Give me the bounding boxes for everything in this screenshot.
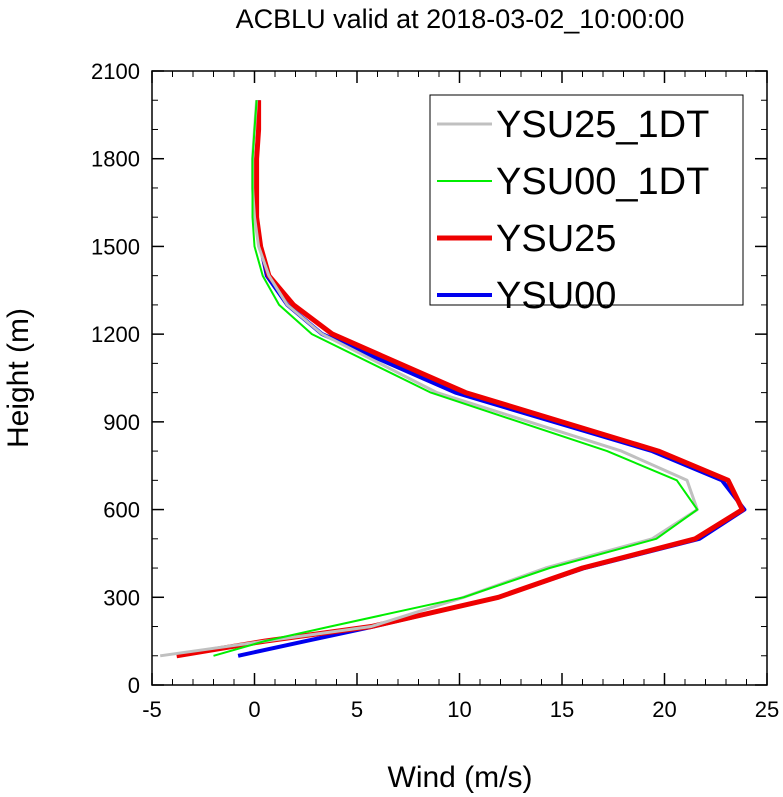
y-tick-label: 1800 (91, 147, 140, 172)
legend-box (429, 94, 744, 306)
series-lines (159, 100, 747, 659)
legend-entries: YSU25_1DT YSU00_1DT YSU25 YSU00 (437, 104, 709, 317)
y-tick-label: 0 (128, 673, 140, 698)
y-tick-label: 900 (103, 410, 140, 435)
y-tick-label: 300 (103, 585, 140, 610)
series-line-ysu00-1dt (213, 100, 699, 657)
legend: YSU25_1DT YSU00_1DT YSU25 YSU00 (429, 94, 744, 317)
legend-label: YSU00 (496, 275, 616, 317)
legend-label: YSU25 (496, 218, 616, 260)
x-tick-label: 20 (652, 697, 676, 722)
y-tick-label: 1200 (91, 322, 140, 347)
x-tick-label: 5 (351, 697, 363, 722)
y-tick-label: 600 (103, 498, 140, 523)
y-tick-label: 1500 (91, 234, 140, 259)
x-tick-label: 25 (755, 697, 779, 722)
chart-title: ACBLU valid at 2018-03-02_10:00:00 (236, 4, 685, 34)
x-axis-ticks: -5 0 5 10 15 20 25 (142, 71, 779, 722)
x-tick-label: -5 (142, 697, 162, 722)
y-tick-label: 2100 (91, 59, 140, 84)
y-axis-label: Height (m) (2, 308, 35, 448)
x-tick-label: 15 (550, 697, 574, 722)
x-tick-label: 0 (248, 697, 260, 722)
x-tick-label: 10 (447, 697, 471, 722)
x-axis-label: Wind (m/s) (388, 761, 533, 794)
legend-label: YSU00_1DT (496, 161, 709, 203)
legend-label: YSU25_1DT (496, 104, 709, 146)
y-axis-ticks: 0 300 600 900 1200 1500 1800 2100 (91, 59, 767, 698)
series-line-ysu25 (176, 100, 745, 659)
